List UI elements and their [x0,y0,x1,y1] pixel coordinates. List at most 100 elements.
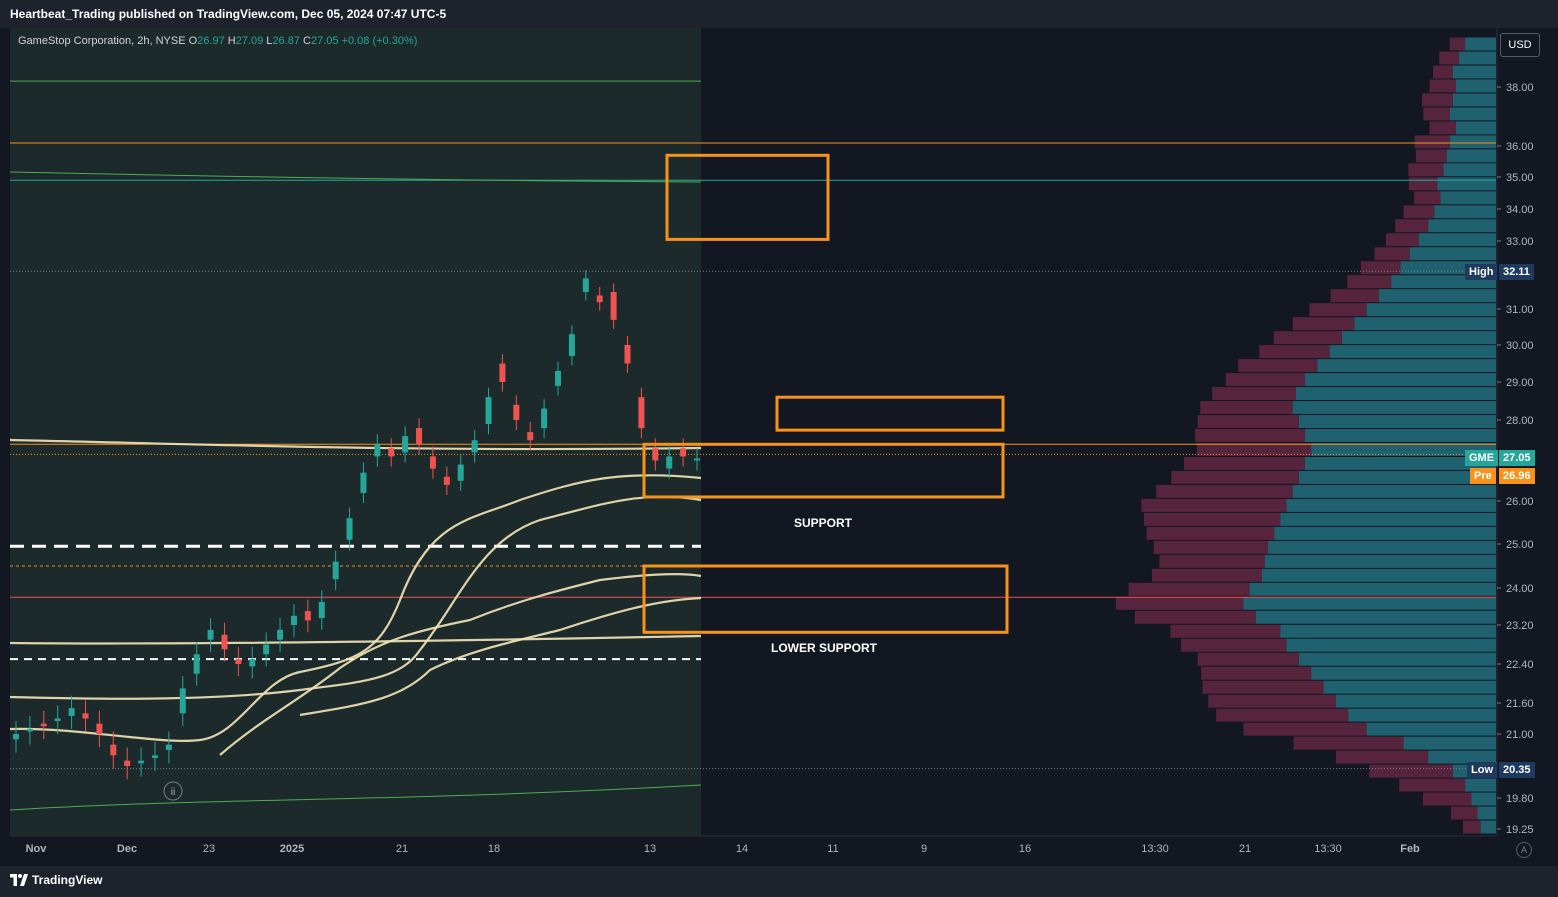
vp-up-bar [1428,219,1496,233]
time-tick-label: Dec [117,843,137,855]
vp-down-bar [1423,107,1450,121]
price-zone-box[interactable] [665,153,830,241]
price-zone-box[interactable] [642,564,1009,634]
candle-body [193,654,200,674]
candle-body [249,659,256,667]
vp-down-bar [1225,373,1306,387]
vp-up-bar [1459,51,1496,65]
vp-down-bar [1408,177,1438,191]
time-tick-label: 23 [203,843,215,855]
price-zone-box[interactable] [642,442,1005,499]
time-tick-label: Feb [1400,843,1420,855]
price-tick-label: 19.25 [1506,824,1534,836]
vp-down-bar [1156,484,1293,498]
vp-up-bar [1428,750,1496,764]
vp-down-bar [1151,568,1262,582]
candle-body [457,464,464,481]
price-tick-label: 24.00 [1506,583,1534,595]
vp-up-bar [1342,331,1496,345]
price-tick-label: 23.20 [1506,620,1534,632]
candle-body [304,611,311,621]
candle-body [443,476,450,485]
candle-body [332,561,339,580]
support-zones[interactable] [642,153,1009,634]
vwap-band-line [9,474,702,742]
vp-down-bar [1293,736,1404,750]
candle-body [513,404,520,420]
vp-up-bar [1366,722,1496,736]
vp-down-bar [1144,512,1281,526]
candle-body [555,370,562,386]
bottom-bar: TradingView [0,866,1558,897]
vp-down-bar [1395,219,1429,233]
price-tick-label: 35.00 [1506,172,1534,184]
vp-down-bar [1415,149,1447,163]
vp-up-bar [1298,415,1496,429]
premarket-label: Pre [1470,468,1496,484]
candle-body [82,713,89,719]
vp-up-bar [1403,736,1496,750]
vp-up-bar [1305,429,1496,442]
symbol-legend: GameStop Corporation, 2h, NYSE O26.97 H2… [18,35,417,47]
vp-up-bar [1440,191,1496,205]
high-value: 27.09 [235,35,264,47]
vp-up-bar [1455,121,1496,135]
change-value: +0.08 (+0.30%) [341,35,418,47]
open-value: 26.97 [197,35,225,47]
price-tick-label: 22.40 [1506,659,1534,671]
candle-body [694,458,700,461]
vp-down-bar [1386,233,1419,247]
vp-up-bar [1366,303,1496,317]
candle-body [624,345,631,364]
vp-up-bar [1449,135,1496,149]
vp-down-bar [1414,191,1441,205]
candle-body [13,734,19,740]
high-label: H [227,35,236,47]
vp-up-bar [1305,373,1496,387]
currency-button[interactable]: USD [1500,33,1540,57]
candle-body [54,718,61,722]
vp-up-bar [1434,205,1496,219]
candle-body [666,456,673,469]
candle-body [290,615,297,625]
vp-up-bar [1243,596,1496,610]
lower-envelope-line [9,784,702,811]
time-tick-label: 2025 [280,843,304,855]
price-axis: 38.00 36.00 35.00 34.00 33.00 31.00 30.00 29.00… [1497,82,1534,836]
vp-up-bar [1317,359,1496,373]
tradingview-logo-icon [10,874,28,886]
price-tick-label: 33.00 [1506,236,1534,248]
candle-body [582,278,589,292]
vp-up-bar [1255,610,1496,624]
candle-body [485,397,492,425]
low-label: L [266,35,273,47]
price-tick-label: 29.00 [1506,377,1534,389]
candle-body [318,601,325,619]
price-zone-box[interactable] [775,395,1005,432]
upper-envelope-line [9,171,702,183]
vp-up-bar [1354,317,1496,331]
vwap-band-line [9,438,702,451]
published-info: Heartbeat_Trading published on TradingVi… [10,7,447,21]
price-tick-label: 25.00 [1506,539,1534,551]
vp-down-bar [1422,792,1472,806]
vwap-band-line [299,596,702,717]
vp-up-bar [1311,442,1496,456]
vp-up-bar [1455,79,1496,93]
vp-down-bar [1159,554,1265,568]
auto-scale-button[interactable]: A [1516,842,1532,858]
vwap-band-line [9,634,702,645]
candle-body [568,334,575,357]
candle-body [96,723,103,734]
price-tick-label: 36.00 [1506,141,1534,153]
price-tick-label: 30.00 [1506,340,1534,352]
candle-body [124,760,131,766]
vp-up-bar [1446,149,1496,163]
vp-up-bar [1452,93,1496,107]
candle-body [151,755,158,758]
vp-up-bar [1292,401,1496,415]
vp-up-bar [1449,107,1496,121]
candle-body [360,472,367,493]
vp-down-bar [1399,778,1466,792]
price-chart[interactable]: ii 38.00 36.00 35.00 34.00 33.00 31.00 30.00 29… [0,28,1558,866]
